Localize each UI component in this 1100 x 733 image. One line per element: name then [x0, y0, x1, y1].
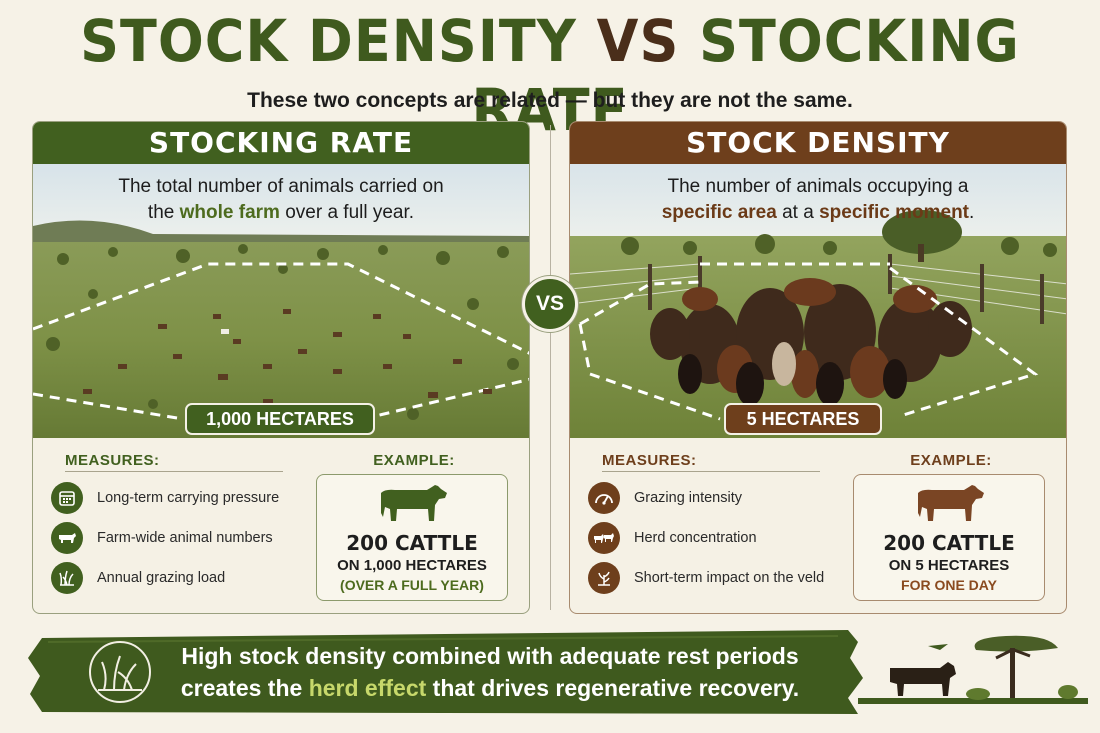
banner-line2-pre: creates the: [180, 675, 309, 701]
measure-item: Short-term impact on the veld: [588, 562, 824, 594]
measure-item: Farm-wide animal numbers: [51, 522, 273, 554]
banner-line2: creates the herd effect that drives rege…: [150, 672, 830, 704]
desc-post: .: [969, 202, 975, 223]
grass-icon: [89, 641, 151, 703]
banner-line1: High stock density combined with adequat…: [181, 643, 799, 669]
title-part1: STOCK DENSITY: [80, 6, 577, 75]
savanna-cattle-illustration: [858, 635, 1088, 704]
area-label-5-hectares: 5 HECTARES: [724, 403, 882, 435]
cow-icon: [381, 485, 447, 521]
cow-icon: [51, 522, 83, 554]
measure-label: Herd concentration: [634, 530, 757, 546]
desc-post: over a full year.: [279, 202, 415, 223]
gauge-icon: [588, 482, 620, 514]
plant-icon: [588, 562, 620, 594]
calendar-icon: [51, 482, 83, 514]
measure-item: Long-term carrying pressure: [51, 482, 279, 514]
desc-highlight-specific-area: specific area: [661, 202, 777, 223]
example-sub: ON 1,000 HECTARES: [337, 557, 487, 574]
example-sub: ON 5 HECTARES: [888, 557, 1010, 574]
farm-landscape-illustration: [33, 164, 529, 438]
banner-line2-post: that drives regenerative recovery.: [426, 675, 800, 701]
paddock-herd-scene: The number of animals occupying a specif…: [570, 164, 1066, 438]
example-main: 200 CATTLE: [346, 531, 478, 555]
stock-density-info: MEASURES: Grazing intensity Herd concent…: [570, 438, 1066, 613]
vs-badge: VS: [522, 276, 578, 332]
measures-title: MEASURES:: [65, 452, 160, 469]
example-note: (OVER A FULL YEAR): [340, 577, 484, 593]
title-vs: VS: [596, 6, 680, 75]
measures-title: MEASURES:: [602, 452, 697, 469]
measure-label: Grazing intensity: [634, 490, 742, 506]
area-label-1000-hectares: 1,000 HECTARES: [185, 403, 375, 435]
stocking-rate-heading: STOCKING RATE: [33, 122, 529, 164]
stock-density-description: The number of animals occupying a specif…: [570, 174, 1066, 226]
subtitle: These two concepts are related — but the…: [247, 89, 853, 112]
example-box: 200 CATTLE ON 5 HECTARES FOR ONE DAY: [853, 474, 1045, 601]
grass-icon: [51, 562, 83, 594]
herd-effect-banner: [28, 630, 1088, 714]
desc-highlight-specific-moment: specific moment: [819, 202, 970, 223]
stock-density-desc-line1: The number of animals occupying a: [667, 176, 969, 197]
herd-icon: [588, 522, 620, 554]
main-title: STOCK DENSITY VS STOCKING RATE: [0, 7, 1100, 145]
measure-label: Long-term carrying pressure: [97, 490, 280, 506]
stocking-rate-panel: STOCKING RATE: [32, 121, 530, 614]
stocking-rate-info: MEASURES: Long-term carrying pressure Fa…: [33, 438, 529, 613]
stock-density-panel: STOCK DENSITY: [569, 121, 1067, 614]
stocking-rate-desc-line2: the whole farm over a full year.: [33, 200, 529, 226]
measure-item: Herd concentration: [588, 522, 757, 554]
farm-landscape-scene: The total number of animals carried on t…: [33, 164, 529, 438]
desc-pre: the: [147, 202, 180, 223]
desc-mid: at a: [776, 202, 820, 223]
example-note: FOR ONE DAY: [901, 577, 997, 593]
example-title: EXAMPLE:: [373, 452, 455, 469]
measure-item: Grazing intensity: [588, 482, 742, 514]
stock-density-heading: STOCK DENSITY: [570, 122, 1066, 164]
measure-item: Annual grazing load: [51, 562, 225, 594]
desc-highlight-whole-farm: whole farm: [179, 202, 280, 223]
measure-label: Farm-wide animal numbers: [97, 530, 273, 546]
stocking-rate-desc-line1: The total number of animals carried on: [118, 176, 444, 197]
example-title: EXAMPLE:: [910, 452, 992, 469]
center-divider: [550, 125, 551, 610]
banner-highlight-herd-effect: herd effect: [308, 675, 427, 701]
cow-icon: [918, 485, 984, 521]
example-box: 200 CATTLE ON 1,000 HECTARES (OVER A FUL…: [316, 474, 508, 601]
measures-underline: [602, 471, 820, 472]
example-main: 200 CATTLE: [883, 531, 1015, 555]
stocking-rate-description: The total number of animals carried on t…: [33, 174, 529, 226]
measure-label: Annual grazing load: [97, 570, 226, 586]
measure-label: Short-term impact on the veld: [634, 570, 825, 586]
herd-effect-message: High stock density combined with adequat…: [150, 640, 830, 704]
stock-density-desc-line2: specific area at a specific moment.: [570, 200, 1066, 226]
measures-underline: [65, 471, 283, 472]
